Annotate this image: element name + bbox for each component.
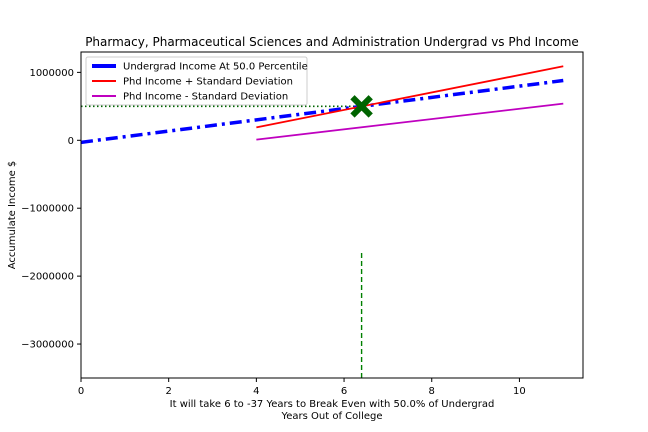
x-tick-label: 0 bbox=[78, 386, 84, 397]
x-tick-label: 8 bbox=[429, 386, 435, 397]
y-axis: 1000000 0 −1000000 −2000000 −3000000 bbox=[21, 68, 81, 351]
y-tick-label: −3000000 bbox=[21, 340, 74, 351]
series-line-3 bbox=[256, 102, 564, 141]
x-tick-label: 10 bbox=[513, 386, 526, 397]
y-tick-label: −2000000 bbox=[21, 272, 74, 283]
x-axis-label-line: Years Out of College bbox=[281, 411, 383, 422]
chart-title: Pharmacy, Pharmaceutical Sciences and Ad… bbox=[85, 35, 579, 49]
legend-entry-label: Phd Income + Standard Deviation bbox=[123, 77, 293, 88]
y-axis-label: Accumulate Income $ bbox=[7, 161, 18, 270]
y-tick-label: −1000000 bbox=[21, 204, 74, 215]
x-axis-label-line: It will take 6 to -37 Years to Break Eve… bbox=[170, 399, 495, 410]
x-tick-label: 4 bbox=[253, 386, 259, 397]
x-axis-label: It will take 6 to -37 Years to Break Eve… bbox=[170, 399, 495, 422]
y-tick-label: 0 bbox=[68, 136, 74, 147]
plot-area bbox=[80, 51, 584, 379]
y-tick-label: 1000000 bbox=[29, 68, 74, 79]
breakeven-marker bbox=[350, 95, 373, 118]
legend-entry-label: Undergrad Income At 50.0 Percentile bbox=[123, 62, 308, 73]
x-axis: 0 2 4 6 8 10 bbox=[78, 378, 526, 397]
x-tick-label: 2 bbox=[165, 386, 171, 397]
legend-box bbox=[85, 56, 308, 106]
series-line-2 bbox=[256, 65, 564, 129]
legend: Undergrad Income At 50.0 Percentile Phd I… bbox=[85, 56, 308, 106]
breakeven-marker-stroke bbox=[350, 95, 373, 118]
legend-entry-label: Phd Income - Standard Deviation bbox=[123, 92, 288, 103]
x-tick-label: 6 bbox=[341, 386, 347, 397]
series-line-1 bbox=[81, 78, 564, 145]
